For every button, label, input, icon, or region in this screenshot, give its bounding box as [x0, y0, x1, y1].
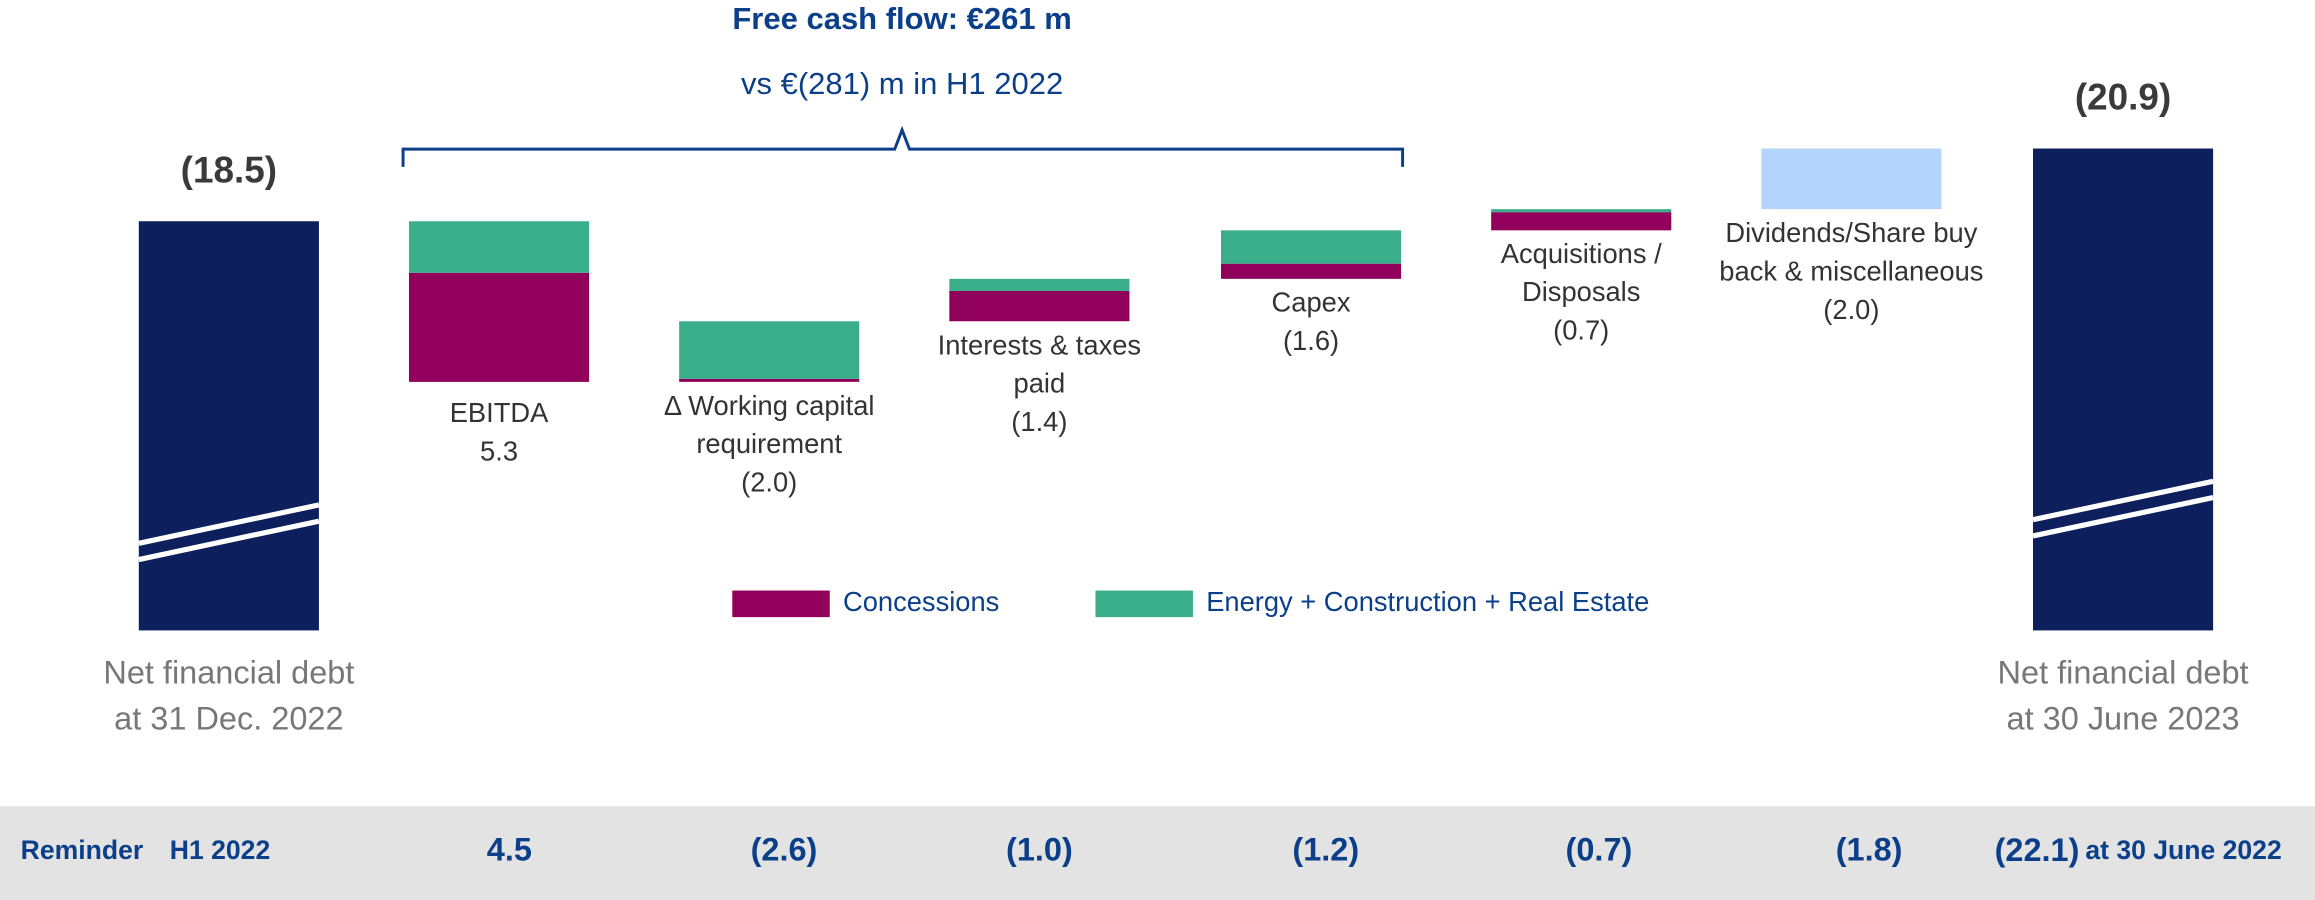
- total-value-label: (20.9): [2075, 77, 2171, 118]
- reminder-value: (1.8): [1836, 831, 1903, 867]
- total-label-line: at 30 June 2023: [2006, 699, 2240, 737]
- category-label-line: Δ Working capital requirement: [663, 389, 875, 459]
- bar-segment: [679, 378, 860, 382]
- category-label: Interests & taxes paid (1.4): [914, 326, 1165, 441]
- category-label: Capex (1.6): [1186, 283, 1437, 360]
- reminder-value: 4.5: [487, 831, 532, 867]
- reminder-end-value: (22.1): [1995, 831, 2080, 867]
- total-value-label: (18.5): [181, 149, 277, 190]
- category-label-box: Capex (1.6): [1186, 283, 1437, 360]
- bar-segment: [1491, 212, 1672, 231]
- category-label-line: (1.6): [1282, 324, 1340, 356]
- total-label-line: Net financial debt: [103, 654, 355, 691]
- reminder-band: [0, 806, 2315, 900]
- bar-segment: [1220, 230, 1402, 264]
- total-label-line: at 31 Dec. 2022: [114, 699, 344, 737]
- category-label-line: Acquisitions / Disposals: [1500, 237, 1662, 308]
- reminder-end-note: at 30 June 2022: [2085, 835, 2281, 865]
- category-label-line: (0.7): [1553, 314, 1610, 346]
- legend-swatch: [732, 590, 830, 618]
- bar: [1761, 148, 1942, 210]
- category-label-line: 5.3: [480, 435, 519, 467]
- axis-break: [138, 518, 320, 563]
- reminder-period: H1 2022: [170, 835, 270, 865]
- category-label: Dividends/Share buy back & miscellaneous…: [1711, 214, 1992, 329]
- axis-break: [2032, 495, 2214, 539]
- total-bar: [138, 221, 319, 631]
- bar-segment: [408, 221, 590, 273]
- category-label: Acquisitions / Disposals (0.7): [1456, 235, 1707, 350]
- category-label-line: (2.0): [1823, 293, 1880, 325]
- total-label: Net financial debt at 30 June 2023: [1946, 650, 2300, 742]
- bar-segment: [1491, 209, 1672, 213]
- bar-segment: [949, 290, 1130, 322]
- category-label-line: (2.0): [741, 466, 798, 498]
- chart-title: Free cash flow: €261 m: [732, 1, 1071, 36]
- category-label-box: Acquisitions / Disposals (0.7): [1456, 235, 1707, 350]
- category-label-line: Capex: [1271, 286, 1351, 318]
- total-bar: [2032, 148, 2214, 631]
- bar-segment: [679, 321, 860, 379]
- bar-segment: [949, 278, 1130, 291]
- bar-segment: [1220, 263, 1402, 279]
- legend-label: Energy + Construction + Real Estate: [1206, 586, 1649, 617]
- total-label-box: Net financial debt at 30 June 2023: [1946, 650, 2300, 742]
- total-label-line: Net financial debt: [1997, 654, 2249, 691]
- chart-subtitle: vs €(281) m in H1 2022: [741, 66, 1063, 101]
- category-label-line: Interests & taxes paid: [937, 328, 1142, 399]
- total-label-box: Net financial debt at 31 Dec. 2022: [52, 650, 406, 742]
- category-label-box: Dividends/Share buy back & miscellaneous…: [1711, 214, 1992, 329]
- category-label-box: Δ Working capital requirement (2.0): [644, 386, 895, 501]
- reminder-value: (2.6): [751, 831, 818, 867]
- category-label-line: Dividends/Share buy back & miscellaneous: [1719, 216, 1984, 286]
- brace: [401, 125, 1405, 167]
- category-label-line: (1.4): [1011, 405, 1068, 437]
- axis-break: [2032, 478, 2214, 523]
- category-label-line: EBITDA: [449, 396, 549, 428]
- legend-swatch: [1095, 590, 1193, 618]
- total-label: Net financial debt at 31 Dec. 2022: [52, 650, 406, 742]
- bar-segment: [408, 272, 590, 382]
- category-label: EBITDA 5.3: [374, 394, 625, 471]
- category-label-box: EBITDA 5.3: [374, 394, 625, 471]
- axis-break: [138, 502, 320, 546]
- reminder-value: (0.7): [1566, 831, 1633, 867]
- reminder-label: Reminder: [21, 835, 144, 865]
- reminder-end: (22.1) at 30 June 2022: [1995, 831, 2282, 867]
- category-label: Δ Working capital requirement (2.0): [644, 386, 895, 501]
- category-label-box: Interests & taxes paid (1.4): [914, 326, 1165, 441]
- legend-label: Concessions: [843, 586, 999, 617]
- reminder-value: (1.2): [1292, 831, 1359, 867]
- reminder-value: (1.0): [1006, 831, 1073, 867]
